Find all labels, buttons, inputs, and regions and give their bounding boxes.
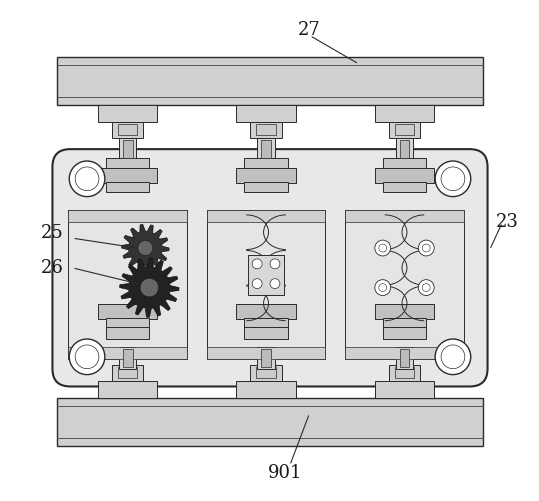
Bar: [112, 365, 143, 381]
Bar: [383, 158, 426, 170]
Circle shape: [375, 240, 391, 256]
Bar: [256, 367, 276, 378]
Text: 23: 23: [496, 213, 519, 231]
Bar: [396, 138, 413, 160]
Bar: [250, 122, 282, 138]
Circle shape: [138, 240, 153, 256]
Text: 901: 901: [267, 463, 302, 481]
Bar: [396, 347, 413, 369]
Circle shape: [379, 244, 386, 252]
Bar: [98, 381, 157, 398]
Bar: [98, 105, 157, 122]
Bar: [375, 381, 434, 398]
Bar: [237, 305, 296, 319]
Bar: [261, 140, 271, 158]
Bar: [375, 105, 434, 122]
Bar: [244, 327, 288, 339]
Bar: [244, 318, 288, 328]
Bar: [119, 347, 136, 369]
Bar: [244, 158, 288, 170]
Bar: [118, 124, 137, 135]
Bar: [98, 305, 157, 319]
Circle shape: [441, 167, 465, 191]
Bar: [383, 182, 426, 192]
Circle shape: [422, 244, 430, 252]
Bar: [106, 318, 149, 328]
Bar: [206, 347, 326, 359]
Bar: [261, 349, 271, 367]
Bar: [68, 210, 187, 359]
Bar: [237, 381, 296, 398]
Circle shape: [252, 259, 262, 269]
Bar: [389, 365, 420, 381]
Circle shape: [75, 167, 99, 191]
Text: 26: 26: [41, 259, 64, 277]
Bar: [119, 138, 136, 160]
Bar: [345, 347, 464, 359]
Bar: [112, 122, 143, 138]
Bar: [237, 105, 296, 122]
Circle shape: [418, 280, 434, 296]
Bar: [123, 349, 133, 367]
Circle shape: [69, 339, 105, 375]
Circle shape: [375, 280, 391, 296]
Bar: [345, 210, 464, 222]
Bar: [106, 327, 149, 339]
Bar: [257, 138, 275, 160]
Bar: [206, 210, 326, 222]
Text: 27: 27: [298, 22, 321, 40]
Circle shape: [435, 161, 471, 196]
Bar: [257, 347, 275, 369]
Circle shape: [418, 240, 434, 256]
Bar: [345, 210, 464, 359]
Bar: [237, 168, 296, 183]
Bar: [68, 347, 187, 359]
Bar: [389, 122, 420, 138]
Polygon shape: [120, 258, 179, 317]
Bar: [250, 365, 282, 381]
Bar: [57, 398, 482, 446]
Circle shape: [252, 279, 262, 289]
Bar: [395, 367, 414, 378]
Bar: [123, 140, 133, 158]
Bar: [106, 182, 149, 192]
Bar: [399, 349, 410, 367]
Circle shape: [379, 284, 386, 292]
Circle shape: [270, 259, 280, 269]
Bar: [375, 305, 434, 319]
Bar: [244, 182, 288, 192]
Circle shape: [422, 284, 430, 292]
Bar: [98, 168, 157, 183]
Circle shape: [441, 345, 465, 369]
Circle shape: [270, 279, 280, 289]
Bar: [206, 210, 326, 359]
Bar: [57, 57, 482, 105]
Circle shape: [69, 161, 105, 196]
Text: 25: 25: [41, 224, 64, 242]
Bar: [68, 210, 187, 222]
FancyBboxPatch shape: [52, 149, 488, 386]
Bar: [395, 124, 414, 135]
Bar: [375, 168, 434, 183]
Bar: [248, 255, 284, 295]
Bar: [106, 158, 149, 170]
Polygon shape: [122, 224, 169, 272]
Bar: [118, 367, 137, 378]
Circle shape: [435, 339, 471, 375]
Circle shape: [140, 278, 158, 297]
Bar: [256, 124, 276, 135]
Bar: [383, 327, 426, 339]
Circle shape: [75, 345, 99, 369]
Bar: [399, 140, 410, 158]
Bar: [383, 318, 426, 328]
